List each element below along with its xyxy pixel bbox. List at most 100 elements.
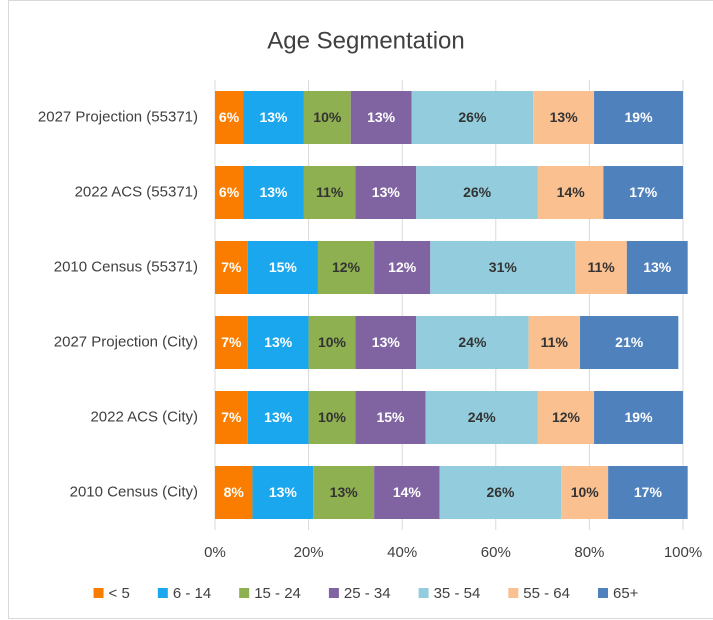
bar-segment	[313, 466, 375, 519]
x-tick-label: 20%	[294, 544, 324, 561]
data-label: 13%	[367, 109, 396, 125]
legend-swatch	[418, 588, 429, 598]
legend-label: 55 - 64	[523, 585, 570, 602]
data-label: 19%	[625, 409, 654, 425]
bar-segment	[580, 316, 679, 369]
data-label: 7%	[221, 409, 242, 425]
bar-segment	[374, 241, 431, 294]
bar-segment	[355, 316, 417, 369]
data-label: 12%	[332, 259, 361, 275]
data-label: 7%	[221, 334, 242, 350]
bar-segment	[533, 91, 595, 144]
data-label: 14%	[393, 484, 422, 500]
bar-segment	[528, 316, 581, 369]
legend-swatch	[508, 588, 519, 598]
x-tick-label: 100%	[664, 544, 702, 561]
bar-segment	[308, 391, 356, 444]
y-tick-label: 2010 Census (City)	[70, 483, 198, 500]
data-label: 19%	[625, 109, 654, 125]
bar-segment	[317, 241, 375, 294]
bar-segment	[416, 166, 538, 219]
data-label: 13%	[550, 109, 579, 125]
legend-swatch	[93, 588, 104, 598]
data-label: 10%	[318, 334, 347, 350]
x-tick-label: 60%	[481, 544, 511, 561]
data-label: 13%	[264, 409, 293, 425]
data-label: 13%	[330, 484, 359, 500]
bar-segment	[594, 391, 683, 444]
bar-segment	[215, 91, 244, 144]
bar-segment	[355, 391, 426, 444]
bar-segment	[575, 241, 627, 294]
bar-segment	[308, 316, 356, 369]
data-label: 24%	[458, 334, 487, 350]
data-label: 14%	[557, 184, 586, 200]
bar-segment	[252, 466, 314, 519]
legend-label: 6 - 14	[173, 585, 211, 602]
data-label: 10%	[318, 409, 347, 425]
bar-segment	[303, 166, 356, 219]
bar-segment	[215, 166, 244, 219]
legend-label: 25 - 34	[344, 585, 391, 602]
bar-segment	[537, 391, 595, 444]
bar-segment	[243, 91, 304, 144]
bar-segment	[626, 241, 688, 294]
bar-segment	[561, 466, 609, 519]
bar-segment	[355, 166, 417, 219]
data-label: 12%	[388, 259, 417, 275]
bar-segment	[537, 166, 604, 219]
y-tick-label: 2010 Census (55371)	[54, 258, 198, 275]
data-label: 15%	[269, 259, 298, 275]
data-label: 7%	[221, 259, 242, 275]
data-label: 26%	[458, 109, 487, 125]
legend-swatch	[157, 588, 168, 598]
legend-label: < 5	[109, 585, 130, 602]
bar-segment	[247, 391, 309, 444]
data-label: 26%	[463, 184, 492, 200]
data-label: 13%	[643, 259, 672, 275]
legend-label: 35 - 54	[434, 585, 481, 602]
x-tick-label: 80%	[574, 544, 604, 561]
bar-segment	[374, 466, 440, 519]
data-label: 13%	[259, 184, 288, 200]
bar-segment	[243, 166, 304, 219]
data-label: 26%	[486, 484, 515, 500]
bar-segment	[608, 466, 688, 519]
bar-segment	[215, 466, 253, 519]
data-label: 11%	[316, 184, 344, 200]
bar-segment	[215, 391, 248, 444]
bar-segment	[425, 391, 538, 444]
data-label: 13%	[269, 484, 298, 500]
data-label: 11%	[587, 259, 615, 275]
bar-segment	[215, 316, 248, 369]
legend-label: 65+	[613, 585, 639, 602]
data-label: 6%	[219, 184, 240, 200]
y-tick-label: 2027 Projection (City)	[54, 333, 198, 350]
bar-segment	[350, 91, 412, 144]
bar-segment	[247, 241, 318, 294]
data-label: 10%	[571, 484, 600, 500]
legend-swatch	[239, 588, 250, 598]
legend-swatch	[598, 588, 608, 598]
bar-segment	[215, 241, 248, 294]
data-label: 17%	[634, 484, 663, 500]
data-label: 13%	[264, 334, 293, 350]
bar-segment	[439, 466, 562, 519]
legend-label: 15 - 24	[254, 585, 301, 602]
bar-segment	[247, 316, 309, 369]
data-label: 17%	[629, 184, 658, 200]
y-tick-label: 2027 Projection (55371)	[38, 108, 198, 125]
data-label: 10%	[313, 109, 342, 125]
data-label: 13%	[259, 109, 288, 125]
bar-segment	[603, 166, 683, 219]
x-tick-label: 0%	[204, 544, 226, 561]
data-label: 21%	[615, 334, 644, 350]
y-tick-label: 2022 ACS (55371)	[75, 183, 198, 200]
bar-segment	[416, 316, 529, 369]
data-label: 11%	[541, 334, 569, 350]
x-tick-label: 40%	[387, 544, 417, 561]
data-label: 13%	[372, 184, 401, 200]
data-label: 12%	[552, 409, 581, 425]
